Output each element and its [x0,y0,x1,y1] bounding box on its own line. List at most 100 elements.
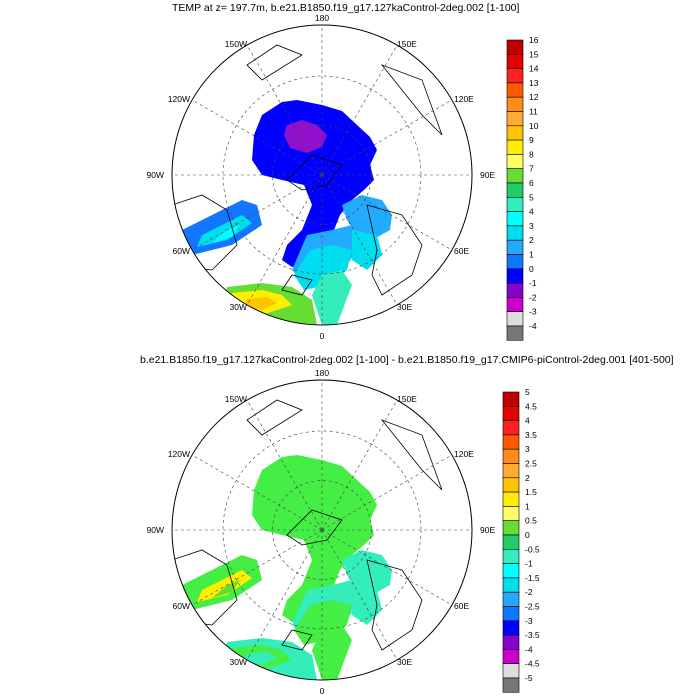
colorbar-swatch [502,434,520,450]
longitude-label-r3: 60E [454,601,469,611]
colorbar-tick-label: -5 [525,673,533,683]
colorbar-tick-label: 8 [529,149,534,159]
colorbar-tick-label: -0.5 [525,544,540,554]
meridian-line [321,529,453,606]
colorbar-tick-label: 3 [529,221,534,231]
longitude-label-bl: 30W [230,657,247,667]
colorbar-tick-label: -4 [529,321,537,331]
colorbar-swatch [502,463,520,479]
colorbar-tick-label: 5 [525,387,530,397]
meridian-line [321,454,453,531]
colorbar-swatch [506,96,524,112]
colorbar-tick-label: 16 [529,35,539,45]
meridian-line [321,174,453,251]
colorbar-swatch [502,577,520,593]
colorbar-swatch [506,211,524,227]
colorbar-swatch [502,420,520,436]
colorbar-tick-label: -1 [525,559,533,569]
field-region-gin-c [244,652,277,665]
colorbar-tick-label: 10 [529,121,539,131]
colorbar-tick-label: -2 [529,292,537,302]
longitude-label-br: 30E [397,302,412,312]
map-border [171,379,473,681]
longitude-label-tl: 150W [225,39,247,49]
polar-map-1: 180 150W 150E 120W 120E 90W 90E 60W 60E 30W 30E 0 [147,13,496,341]
colorbar-tick-label: 1 [525,501,530,511]
panel1-title: TEMP at z= 197.7m, b.e21.B1850.f19_g17.1… [172,2,520,14]
colorbar-tick-label: -4.5 [525,659,540,669]
panel2-title: b.e21.B1850.f19_g17.127kaControl-2deg.00… [140,354,674,366]
longitude-label-tr: 150E [397,394,417,404]
latitude-circle [222,75,422,275]
coastline [281,629,313,651]
colorbar-tick-label: 11 [529,107,538,117]
coastline [366,559,423,651]
coastline [380,64,443,136]
colorbar-swatch [506,39,524,55]
map-border [171,24,473,326]
colorbar-swatch [506,282,524,298]
colorbar-swatch [506,154,524,169]
colorbar-swatch [502,663,520,679]
coastline [246,44,303,81]
colorbar-tick-label: 12 [529,92,539,102]
meridian-line [246,529,323,661]
colorbar-swatch [506,82,524,98]
polar-map-2: 180 150W 150E 120W 120E 90W 90E 60W 60E 30W 30E 0 [147,368,496,696]
colorbar-swatch [506,311,524,327]
colorbar-swatch [506,53,524,69]
longitude-label-bottom: 0 [320,331,325,341]
colorbar-tick-label: 2 [525,473,530,483]
colorbar-swatch [502,448,520,464]
longitude-label-r1: 120E [454,449,474,459]
colorbar-tick-label: -3.5 [525,630,540,640]
colorbar-tick-label: -3 [525,616,533,626]
longitude-label-top: 180 [315,13,329,23]
longitude-label-l1: 120W [168,94,190,104]
meridian-line [321,174,398,306]
colorbar-tick-label: 3 [525,444,530,454]
colorbar-swatch [506,225,524,241]
longitude-label-r3: 60E [454,246,469,256]
meridian-line [321,99,453,176]
coastline [172,194,238,271]
colorbar-tick-label: 13 [529,78,539,88]
colorbar-swatch [502,677,520,693]
longitude-label-r2: 90E [480,525,495,535]
colorbar-tick-label: 4 [529,207,534,217]
longitude-label-bottom: 0 [320,686,325,696]
field-region-gin-c [244,297,277,310]
colorbar-swatch [502,534,520,550]
latitude-circle [272,480,372,580]
colorbar-swatch [506,182,524,198]
colorbar-swatch [506,254,524,270]
colorbar-tick-label: -2 [525,587,533,597]
field-region-main [252,100,377,267]
colorbar-2: 5 4.5 4 3.5 3 2.5 2 1.5 1 0.5 0 -0.5 -1 -1.5 -2 -2.5 -3 -… [502,387,540,693]
meridian-line [321,529,398,661]
colorbar-tick-label: 5 [529,192,534,202]
longitude-label-l1: 120W [168,449,190,459]
meridian-line [191,99,323,176]
meridian-line [191,454,323,531]
longitude-label-r1: 120E [454,94,474,104]
coastline [380,419,443,491]
colorbar-tick-label: 0 [529,264,534,274]
meridian-line [191,174,323,251]
field-region-east [342,550,392,595]
colorbar-swatch [502,649,520,665]
coastline [281,274,313,296]
colorbar-tick-label: 6 [529,178,534,188]
coastline [172,549,238,626]
colorbar-swatch [502,634,520,650]
colorbar-tick-label: 0.5 [525,516,537,526]
colorbar-tick-label: 14 [529,64,539,74]
longitude-label-tl: 150W [225,394,247,404]
field-region-lab-c [212,580,240,598]
colorbar-tick-label: 7 [529,164,534,174]
colorbar-swatch [506,111,524,127]
colorbar-swatch [506,268,524,284]
colorbar-swatch [502,491,520,507]
